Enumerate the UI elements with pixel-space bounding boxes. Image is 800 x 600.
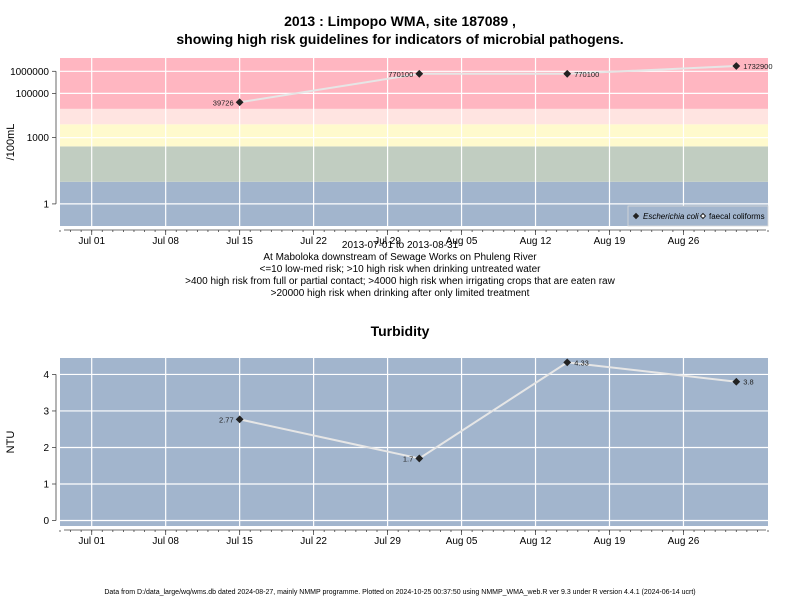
chart-title: 2013 : Limpopo WMA, site 187089 ,: [284, 13, 516, 29]
y-tick-label: 1: [43, 480, 49, 491]
plot-background: [60, 358, 768, 526]
y-axis-label: /100mL: [5, 124, 17, 161]
x-tick-label: Jul 08: [152, 536, 179, 547]
data-point: [563, 69, 572, 78]
risk-band: [60, 108, 768, 125]
data-label: 1.7: [403, 454, 413, 463]
series-line: [239, 65, 737, 104]
risk-band: [60, 58, 768, 109]
x-tick-label: Aug 12: [520, 236, 552, 247]
x-tick-label: Aug 26: [668, 236, 700, 247]
data-label: 770100: [574, 70, 599, 79]
x-tick-label: Jul 29: [374, 536, 401, 547]
y-tick-label: 1000000: [10, 67, 49, 78]
data-point: [732, 62, 741, 70]
risk-band: [60, 146, 768, 182]
x-tick-label: Jul 29: [374, 236, 401, 247]
legend-marker-ecoli: [632, 212, 640, 220]
legend-marker-faecal: [699, 212, 707, 220]
data-point: [563, 358, 572, 367]
caption-line: >400 high risk from full or partial cont…: [185, 276, 615, 287]
data-label: 1732900: [743, 62, 772, 71]
chart-caption: 2013-07-01 to 2013-08-31 At Maboloka dow…: [0, 240, 800, 300]
data-label: 3.8: [743, 378, 753, 387]
x-tick-label: Jul 22: [300, 536, 327, 547]
legend-label: faecal coliforms: [709, 212, 765, 221]
risk-band: [60, 124, 768, 147]
caption-line: At Maboloka downstream of Sewage Works o…: [263, 252, 537, 263]
x-tick-label: Jul 01: [78, 236, 105, 247]
data-label: 770100: [388, 70, 413, 79]
x-tick-label: Aug 12: [520, 536, 552, 547]
x-tick-label: Jul 08: [152, 236, 179, 247]
y-tick-label: 1000: [27, 133, 50, 144]
x-tick-label: Jul 22: [300, 236, 327, 247]
data-point: [235, 98, 244, 107]
x-tick-label: Aug 19: [594, 536, 626, 547]
y-tick-label: 0: [43, 516, 49, 527]
x-tick-label: Jul 15: [226, 536, 253, 547]
y-tick-label: 2: [43, 443, 49, 454]
data-point: [415, 69, 424, 78]
legend-label: Escherichia coli: [643, 212, 699, 221]
data-label: 39726: [213, 98, 234, 107]
chart-subtitle: showing high risk guidelines for indicat…: [176, 31, 624, 47]
x-tick-label: Jul 15: [226, 236, 253, 247]
data-label: 4.33: [574, 358, 589, 367]
caption-line: 2013-07-01 to 2013-08-31: [341, 240, 459, 251]
series-line: [239, 361, 737, 460]
x-tick-label: Aug 19: [594, 236, 626, 247]
data-point: [732, 377, 741, 386]
x-tick-label: Aug 05: [446, 236, 478, 247]
data-point: [235, 415, 244, 424]
y-axis-label: NTU: [5, 431, 17, 454]
y-tick-label: 1: [43, 199, 49, 210]
caption-line: >20000 high risk when drinking after onl…: [270, 288, 530, 299]
y-tick-label: 4: [43, 370, 49, 381]
data-label: 2.77: [219, 415, 234, 424]
y-tick-label: 100000: [16, 89, 50, 100]
x-tick-label: Aug 26: [668, 536, 700, 547]
footer-note: Data from D:/data_large/wq/wms.db dated …: [104, 589, 696, 596]
x-tick-label: Jul 01: [78, 536, 105, 547]
legend-box: [627, 205, 769, 227]
turbidity-title: Turbidity: [370, 323, 430, 339]
x-tick-label: Aug 05: [446, 536, 478, 547]
data-point: [415, 454, 424, 463]
caption-line: <=10 low-med risk; >10 high risk when dr…: [259, 264, 541, 275]
y-tick-label: 3: [43, 406, 49, 417]
